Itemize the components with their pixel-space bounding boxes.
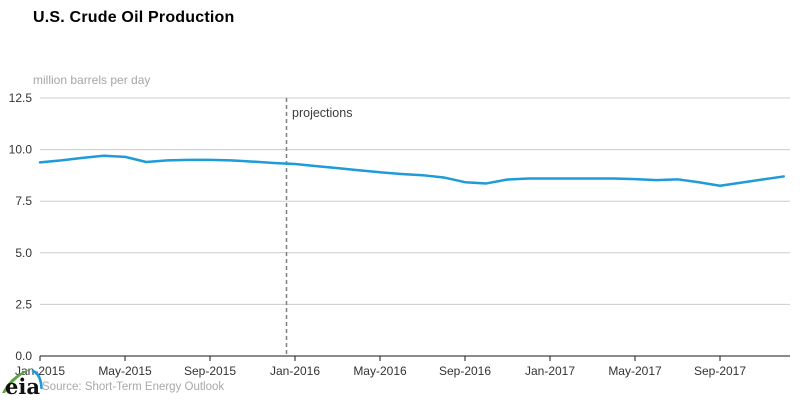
x-tick-label: Jan-2017 xyxy=(525,364,575,378)
gridlines-group xyxy=(40,97,790,305)
logo-green-swoosh-icon xyxy=(2,369,31,393)
x-tick-label: Sep-2016 xyxy=(439,364,491,378)
x-tick-label: May-2017 xyxy=(608,364,662,378)
y-tick-label: 10.0 xyxy=(9,143,33,157)
production-series-line xyxy=(38,154,785,187)
x-tick-label: Jan-2016 xyxy=(270,364,320,378)
y-tick-label: 0.0 xyxy=(15,349,32,363)
x-tick-label: Sep-2017 xyxy=(694,364,746,378)
eia-logo: eia xyxy=(2,367,44,399)
x-tick-label: May-2015 xyxy=(98,364,152,378)
chart-unit-label: million barrels per day xyxy=(33,73,151,87)
source-attribution: Source: Short-Term Energy Outlook xyxy=(42,381,225,393)
x-axis-group: Jan-2015 May-2015 Sep-2015 Jan-2016 May-2016… xyxy=(15,355,790,378)
y-tick-label: 5.0 xyxy=(15,246,32,260)
x-tick-label: Sep-2015 xyxy=(184,364,236,378)
x-tick-label: Jan-2015 xyxy=(15,364,65,378)
projections-label: projections xyxy=(292,106,352,120)
y-tick-label: 7.5 xyxy=(15,194,32,208)
y-tick-label: 12.5 xyxy=(9,91,33,105)
x-tick-label: May-2016 xyxy=(353,364,407,378)
eia-logo-graphic: eia xyxy=(2,369,43,399)
y-tick-label: 2.5 xyxy=(15,297,32,311)
y-axis-labels-group: 0.0 2.5 5.0 7.5 10.0 12.5 xyxy=(9,91,33,363)
eia-logo-text: eia xyxy=(5,374,40,399)
chart-title: U.S. Crude Oil Production xyxy=(33,9,235,26)
logo-blue-arc-icon xyxy=(31,369,43,390)
